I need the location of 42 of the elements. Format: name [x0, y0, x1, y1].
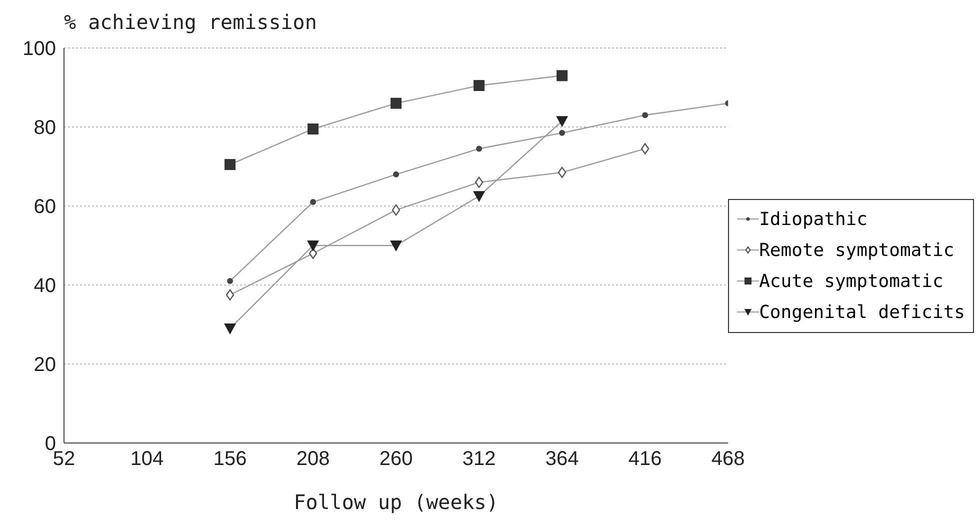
point — [224, 323, 236, 334]
x-tick-label: 364 — [545, 448, 579, 470]
point — [474, 176, 484, 188]
point — [640, 143, 650, 154]
legend-label: Remote symptomatic — [759, 240, 954, 260]
y-tick-label: 40 — [34, 275, 56, 298]
x-tick-label: 416 — [628, 448, 662, 470]
point — [556, 116, 568, 128]
point — [473, 191, 486, 202]
point — [226, 289, 234, 300]
point — [393, 171, 400, 178]
point — [558, 166, 566, 178]
point — [390, 98, 402, 109]
point — [642, 112, 648, 118]
x-tick-label: 260 — [379, 448, 413, 470]
point — [308, 248, 318, 259]
y-axis-title: % achieving remission — [64, 10, 317, 34]
x-tick-label: 156 — [213, 448, 247, 470]
legend-label: Congenital deficits — [759, 302, 965, 322]
point — [307, 240, 320, 252]
point — [474, 80, 485, 92]
legend-label: Acute symptomatic — [759, 270, 944, 292]
point — [310, 199, 316, 206]
point — [476, 146, 482, 152]
y-tick-label: 20 — [34, 354, 56, 376]
x-axis-title: Follow up (weeks) — [294, 490, 498, 514]
x-tick-label: 208 — [296, 448, 330, 470]
y-tick-label: 80 — [34, 117, 56, 140]
x-tick-label: 104 — [130, 448, 164, 470]
point — [308, 123, 319, 134]
point — [224, 159, 236, 170]
point — [390, 240, 402, 252]
x-tick-label: 468 — [711, 448, 745, 470]
point — [556, 70, 568, 82]
y-tick-label: 60 — [34, 196, 56, 218]
point — [227, 278, 234, 284]
x-tick-label: 52 — [52, 448, 76, 470]
point — [559, 130, 566, 136]
point — [392, 204, 400, 216]
legend-label: Idiopathic — [759, 208, 868, 230]
y-tick-label: 100 — [22, 38, 56, 60]
x-tick-label: 312 — [462, 448, 496, 470]
